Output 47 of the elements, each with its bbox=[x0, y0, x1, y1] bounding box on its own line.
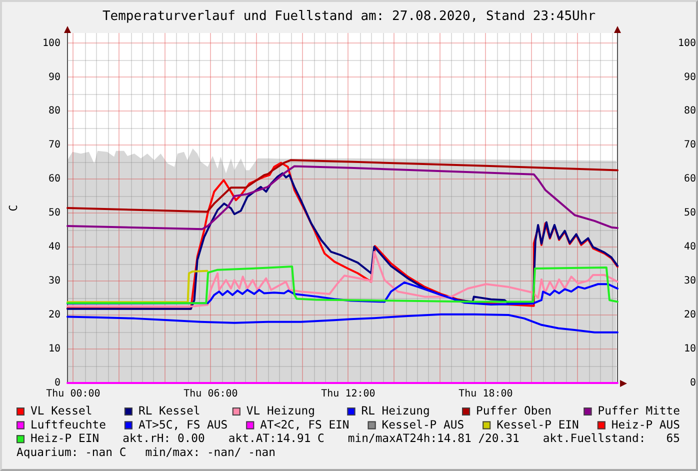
text: akt.AT:14.91 C bbox=[228, 431, 324, 446]
y2-tick-label: 60 bbox=[684, 174, 696, 185]
x-tick-label: Thu 12:00 bbox=[321, 388, 376, 400]
text: akt.Fuellstand: 65 bbox=[542, 431, 680, 446]
y-tick-label: 80 bbox=[48, 106, 60, 117]
text: min/maxAT24h:14.81 /20.31 bbox=[348, 431, 520, 446]
y-tick-label: 0 bbox=[54, 378, 60, 389]
y-tick-label: 90 bbox=[48, 72, 60, 83]
y-tick-label: 40 bbox=[48, 242, 60, 253]
y-tick-label: 20 bbox=[48, 310, 60, 321]
y2-tick-label: 30 bbox=[684, 276, 696, 287]
y-tick-label: 70 bbox=[48, 140, 60, 151]
legend-label: Heiz-P AUS bbox=[611, 417, 680, 432]
legend-label: AT<2C, FS EIN bbox=[260, 417, 350, 432]
legend-label: Puffer Oben bbox=[476, 403, 552, 418]
y-tick-label: 50 bbox=[48, 208, 60, 219]
legend-label: Puffer Mitte bbox=[598, 403, 680, 418]
legend-label: RL Heizung bbox=[361, 403, 430, 418]
legend-label: VL Heizung bbox=[246, 403, 315, 418]
text: Aquarium: -nan C bbox=[16, 444, 126, 459]
legend-label: VL Kessel bbox=[30, 403, 92, 418]
y-tick-label: 30 bbox=[48, 276, 60, 287]
y2-tick-label: 80 bbox=[684, 106, 696, 117]
y2-tick-label: 20 bbox=[684, 310, 696, 321]
legend-label: Kessel-P EIN bbox=[496, 417, 580, 432]
legend-label: Luftfeuchte bbox=[30, 417, 106, 432]
y2-tick-label: 70 bbox=[684, 140, 696, 151]
y-tick-label: 100 bbox=[42, 38, 60, 49]
legend-label: Kessel-P AUS bbox=[382, 417, 464, 432]
y2-tick-label: 90 bbox=[684, 72, 696, 83]
y-axis-title: C bbox=[6, 204, 20, 212]
y2-tick-label: 50 bbox=[684, 208, 696, 219]
y-tick-label: 60 bbox=[48, 174, 60, 185]
text: akt.rH: 0.00 bbox=[122, 431, 206, 446]
x-tick-label: Thu 00:00 bbox=[46, 388, 100, 400]
text: min/max: -nan/ -nan bbox=[145, 444, 276, 459]
legend-label: AT>5C, FS AUS bbox=[138, 417, 228, 432]
y2-tick-label: 10 bbox=[684, 344, 696, 355]
y2-tick-label: 40 bbox=[684, 242, 696, 253]
y2-tick-label: 0 bbox=[690, 378, 696, 389]
x-tick-label: Thu 18:00 bbox=[458, 388, 513, 400]
y2-tick-label: 100 bbox=[678, 38, 696, 49]
legend-label: RL Kessel bbox=[138, 403, 200, 418]
legend-label: Heiz-P EIN bbox=[30, 431, 100, 446]
chart-title: Temperaturverlauf und Fuellstand am: 27.08.2020, Stand 23:45Uhr bbox=[102, 9, 596, 24]
x-tick-label: Thu 06:00 bbox=[184, 388, 238, 400]
y-tick-label: 10 bbox=[48, 344, 60, 355]
